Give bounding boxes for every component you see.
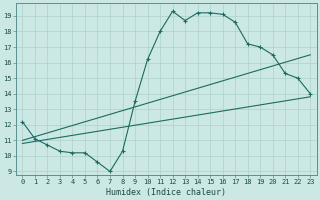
X-axis label: Humidex (Indice chaleur): Humidex (Indice chaleur) — [106, 188, 226, 197]
